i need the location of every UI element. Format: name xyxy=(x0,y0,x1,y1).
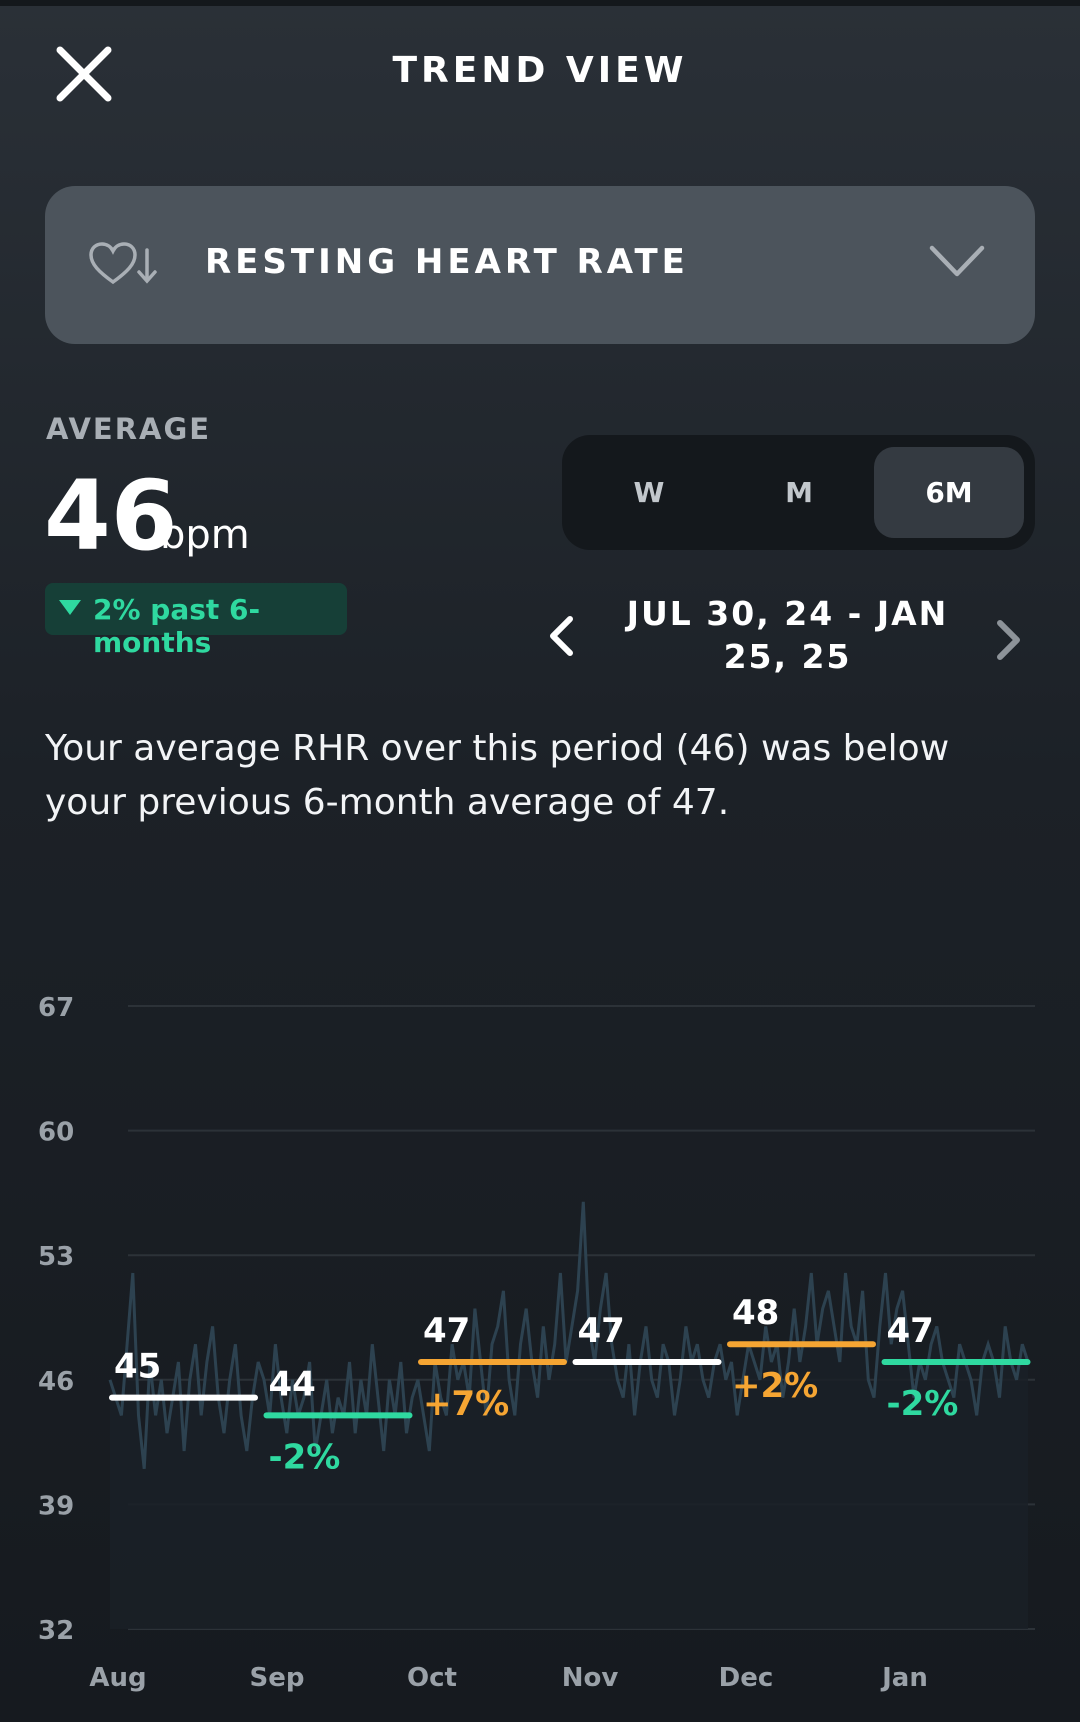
rhr-chart: 67 60 53 46 39 32 45 44 -2% 47 +7% 47 48 +2% 47 -2% Aug S… xyxy=(38,993,1035,1693)
heart-down-icon xyxy=(89,242,157,285)
y-tick-label: 67 xyxy=(38,993,74,1023)
change-text: 2% past 6-months xyxy=(93,593,261,659)
page-title: TREND VIEW xyxy=(392,50,688,91)
metric-label: RESTING HEART RATE xyxy=(205,242,689,282)
status-bar-strip xyxy=(0,0,1080,6)
change-badge: 2% past 6-months xyxy=(45,583,347,659)
month-average-label: 47 xyxy=(887,1311,934,1351)
x-tick-label: Dec xyxy=(719,1663,774,1693)
chevron-right-icon xyxy=(997,620,1020,660)
month-change-label: +2% xyxy=(732,1366,818,1406)
daily-line xyxy=(108,1201,1030,1469)
previous-period-button[interactable] xyxy=(548,616,574,660)
summary-text: Your average RHR over this period (46) w… xyxy=(45,728,950,823)
y-tick-label: 46 xyxy=(38,1367,74,1397)
y-tick-label: 39 xyxy=(38,1491,74,1521)
period-option-w[interactable]: W xyxy=(633,476,665,509)
period-option-m[interactable]: M xyxy=(785,476,813,509)
triangle-down-icon xyxy=(59,600,81,615)
chevron-left-icon xyxy=(550,616,573,656)
month-change-label: -2% xyxy=(887,1384,959,1424)
y-tick-label: 53 xyxy=(38,1242,74,1272)
month-change-label: -2% xyxy=(269,1437,341,1477)
period-toggle: W M 6M xyxy=(562,435,1035,550)
month-average-label: 44 xyxy=(269,1364,316,1404)
month-average-label: 45 xyxy=(114,1347,161,1387)
x-tick-label: Jan xyxy=(880,1663,928,1693)
month-change-label: +7% xyxy=(423,1384,509,1424)
average-label: AVERAGE xyxy=(46,412,212,446)
x-tick-label: Aug xyxy=(89,1663,146,1693)
average-value: 46 xyxy=(44,460,178,572)
next-period-button[interactable] xyxy=(996,620,1022,664)
period-option-6m[interactable]: 6M xyxy=(874,447,1024,538)
average-unit: bpm xyxy=(160,512,250,558)
metric-selector[interactable]: RESTING HEART RATE xyxy=(45,186,1035,344)
y-tick-label: 60 xyxy=(38,1118,74,1148)
month-average-label: 48 xyxy=(732,1293,779,1333)
chevron-down-icon xyxy=(929,245,985,277)
y-tick-label: 32 xyxy=(38,1616,74,1646)
close-icon xyxy=(56,46,112,102)
month-average-label: 47 xyxy=(423,1311,470,1351)
month-average-label: 47 xyxy=(578,1311,625,1351)
daily-area xyxy=(110,1201,1028,1629)
x-tick-label: Nov xyxy=(562,1663,619,1693)
close-button[interactable] xyxy=(54,44,114,104)
x-tick-label: Sep xyxy=(250,1663,305,1693)
date-range: JUL 30, 24 - JAN 25, 25 xyxy=(626,594,949,676)
x-tick-label: Oct xyxy=(407,1663,457,1693)
